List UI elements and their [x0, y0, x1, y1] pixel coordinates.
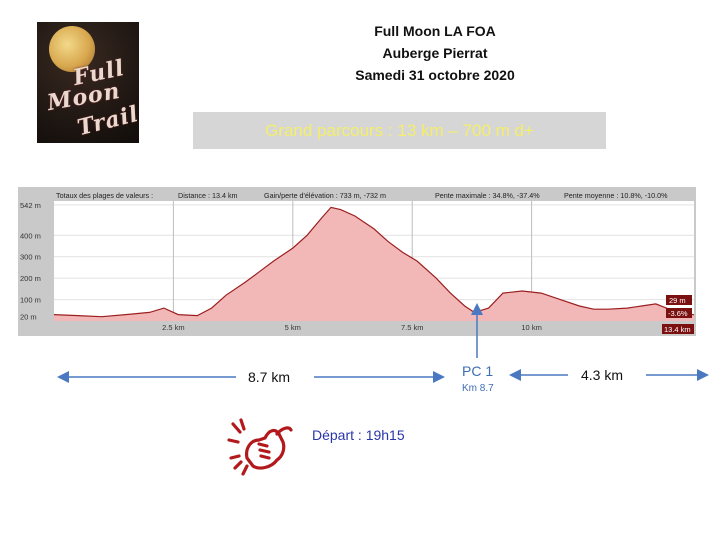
- x-tick-label: 7.5 km: [401, 323, 424, 332]
- y-tick-label: 20 m: [20, 313, 37, 322]
- end-slope-label: -3.6%: [668, 309, 688, 318]
- end-distance-box: [662, 324, 694, 334]
- distance-right-label: 4.3 km: [581, 367, 624, 383]
- x-tick-label: 5 km: [285, 323, 301, 332]
- y-tick-label: 300 m: [20, 253, 41, 262]
- summary-text: Gain/perte d'élévation : 733 m, -732 m: [264, 191, 386, 200]
- x-axis: 2.5 km 5 km 7.5 km 10 km: [162, 323, 542, 332]
- end-slope-box: [666, 308, 692, 318]
- shaka-hand-icon: [227, 418, 293, 476]
- checkpoint-km-label: Km 8.7: [462, 383, 494, 394]
- moon-icon: [49, 26, 95, 72]
- end-labels: 29 m -3.6% 13.4 km: [662, 295, 694, 334]
- event-venue: Auberge Pierrat: [382, 45, 488, 61]
- x-tick-label: 2.5 km: [162, 323, 185, 332]
- y-axis: 542 m 400 m 300 m 200 m 100 m 20 m: [20, 201, 41, 322]
- full-moon-trail-logo: Full Moon Trail: [37, 22, 139, 143]
- end-elevation-label: 29 m: [669, 296, 686, 305]
- end-elevation-box: [666, 295, 692, 305]
- route-banner: Grand parcours : 13 km – 700 m d+: [193, 112, 606, 149]
- y-tick-label: 100 m: [20, 296, 41, 305]
- summary-text: Pente maximale : 34.8%, -37.4%: [435, 191, 540, 200]
- end-distance-label: 13.4 km: [664, 325, 691, 334]
- summary-text: Pente moyenne : 10.8%, -10.0%: [564, 191, 668, 200]
- event-date: Samedi 31 octobre 2020: [355, 67, 515, 83]
- summary-text: Totaux des plages de valeurs :: [56, 191, 153, 200]
- event-title: Full Moon LA FOA: [374, 23, 496, 39]
- y-tick-label: 200 m: [20, 274, 41, 283]
- elevation-profile-chart: Totaux des plages de valeurs : Distance :…: [18, 187, 696, 336]
- start-time-label: Départ : 19h15: [312, 427, 405, 443]
- chart-summary: Totaux des plages de valeurs : Distance :…: [56, 191, 668, 200]
- distance-left-label: 8.7 km: [248, 369, 291, 385]
- x-tick-label: 10 km: [521, 323, 541, 332]
- y-tick-label: 400 m: [20, 231, 41, 240]
- y-tick-label: 542 m: [20, 201, 41, 210]
- summary-text: Distance : 13.4 km: [178, 191, 238, 200]
- checkpoint-label: PC 1: [462, 363, 494, 379]
- elevation-line: [53, 206, 695, 318]
